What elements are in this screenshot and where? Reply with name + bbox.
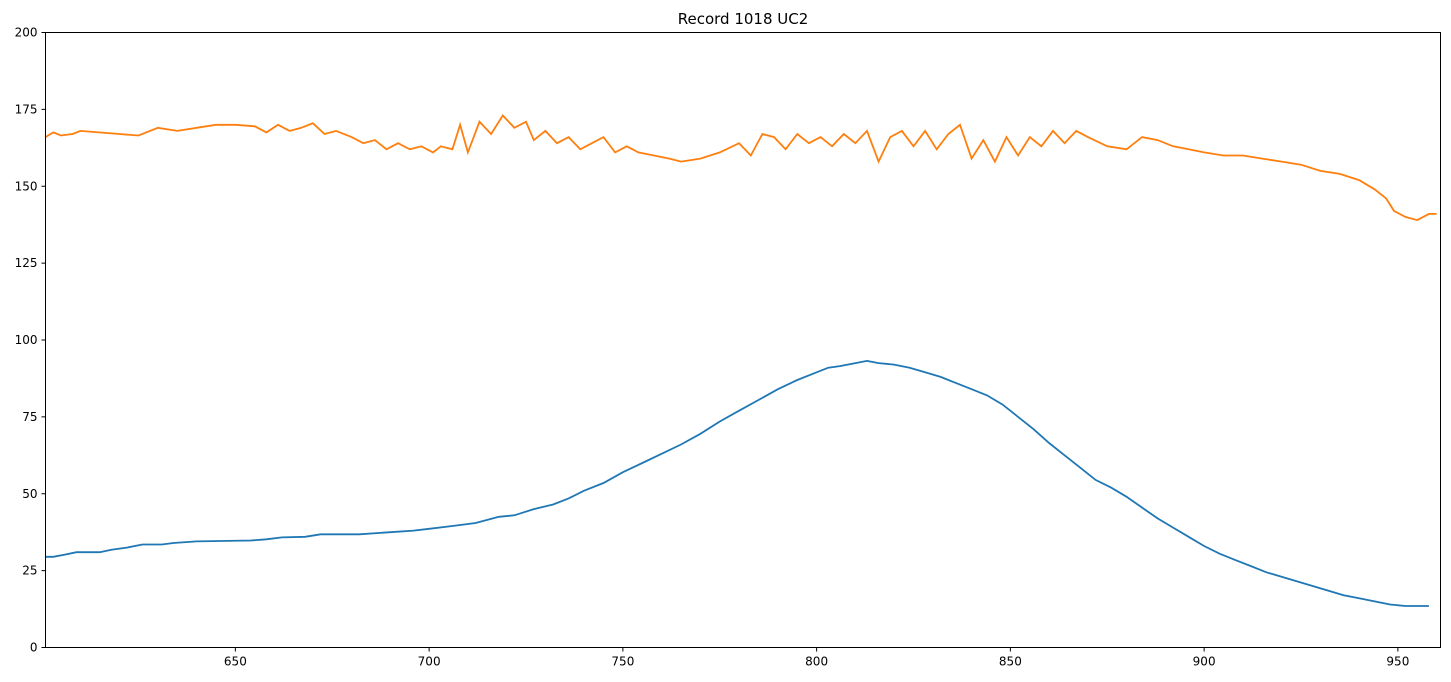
plot-frame <box>45 32 1441 648</box>
x-tick-label: 750 <box>611 655 634 669</box>
x-tick-label: 700 <box>418 655 441 669</box>
y-tick-label: 50 <box>22 487 37 501</box>
x-tick-label: 900 <box>1193 655 1216 669</box>
x-tick-label: 950 <box>1386 655 1409 669</box>
y-tick-label: 150 <box>15 179 38 193</box>
y-axis: 0 25 50 75 100 125 150 175 200 <box>15 26 46 655</box>
x-tick-label: 650 <box>224 655 247 669</box>
x-axis: 650 700 750 800 850 900 950 <box>224 647 1409 669</box>
y-tick-label: 200 <box>15 26 38 40</box>
series-line-1 <box>45 359 1429 607</box>
y-tick-label: 0 <box>30 641 38 655</box>
series-line-2 <box>45 114 1437 222</box>
x-tick-label: 850 <box>999 655 1022 669</box>
y-tick-label: 175 <box>15 102 38 116</box>
x-tick-label: 800 <box>805 655 828 669</box>
series-layer <box>45 114 1437 607</box>
y-tick-label: 75 <box>22 410 37 424</box>
y-tick-label: 125 <box>15 256 38 270</box>
y-tick-label: 100 <box>15 333 38 347</box>
y-tick-label: 25 <box>22 564 37 578</box>
chart-title: Record 1018 UC2 <box>678 10 809 28</box>
